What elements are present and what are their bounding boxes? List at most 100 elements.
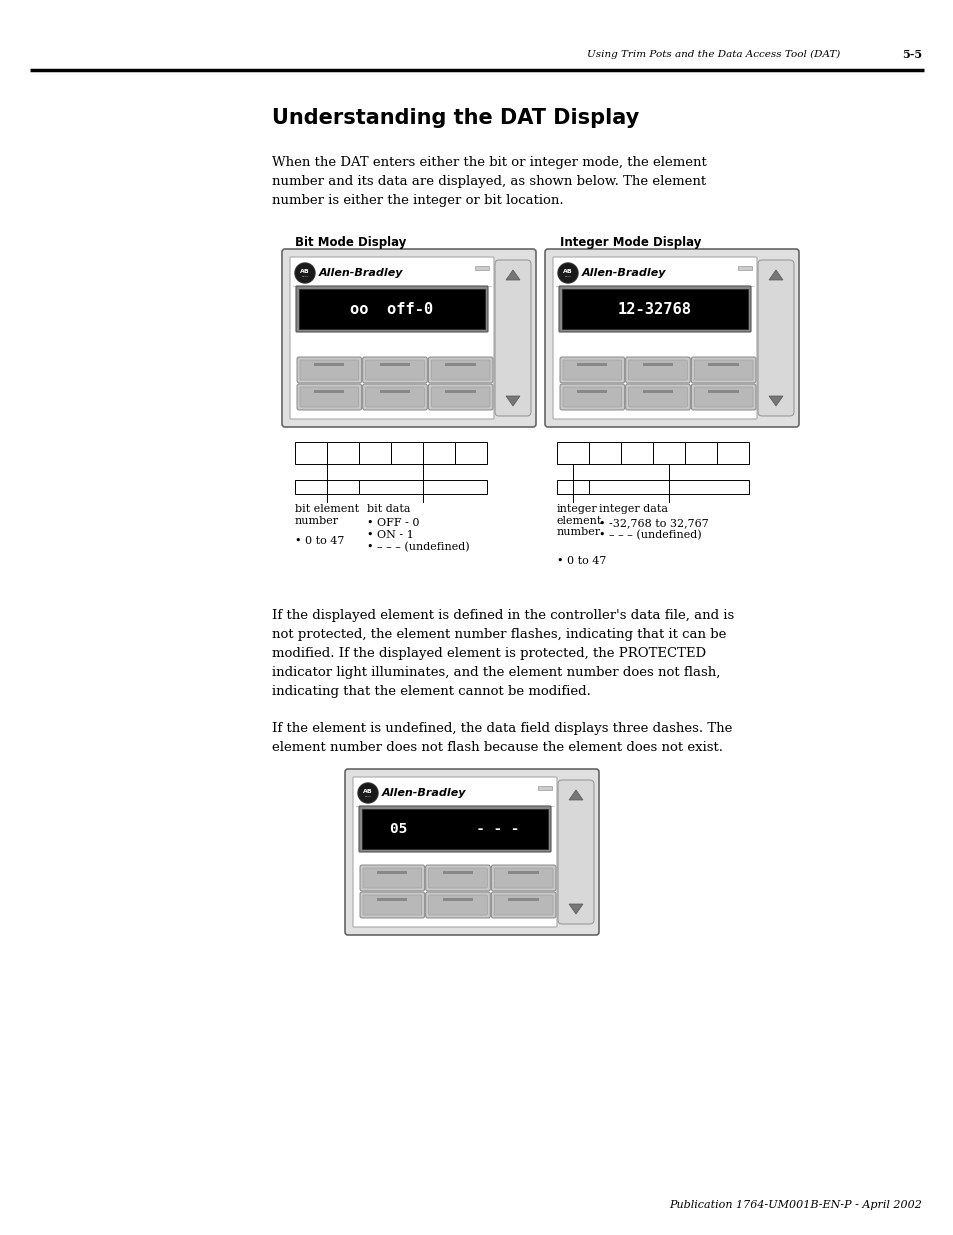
Text: number and its data are displayed, as shown below. The element: number and its data are displayed, as sh…: [272, 174, 705, 188]
FancyBboxPatch shape: [694, 387, 752, 408]
Bar: [642, 390, 673, 393]
Bar: [379, 390, 410, 393]
FancyBboxPatch shape: [431, 387, 490, 408]
FancyBboxPatch shape: [494, 868, 553, 888]
FancyBboxPatch shape: [694, 359, 752, 380]
Text: bit element
number: bit element number: [294, 504, 358, 526]
FancyBboxPatch shape: [559, 384, 624, 410]
FancyBboxPatch shape: [558, 287, 750, 332]
Text: element number does not flash because the element does not exist.: element number does not flash because th…: [272, 741, 722, 753]
Bar: [455, 442, 486, 464]
FancyBboxPatch shape: [558, 781, 594, 924]
Bar: [422, 442, 455, 464]
Bar: [577, 363, 607, 366]
FancyBboxPatch shape: [359, 892, 424, 918]
FancyBboxPatch shape: [282, 249, 536, 427]
Bar: [298, 289, 484, 329]
Bar: [314, 363, 344, 366]
Bar: [588, 480, 748, 494]
FancyBboxPatch shape: [553, 257, 757, 419]
Bar: [652, 442, 684, 464]
Text: AB: AB: [300, 269, 310, 274]
Text: indicator light illuminates, and the element number does not flash,: indicator light illuminates, and the ele…: [272, 666, 720, 678]
Circle shape: [558, 263, 578, 283]
Text: 05        - - -: 05 - - -: [390, 823, 519, 836]
Polygon shape: [505, 270, 519, 280]
Text: • – – – (undefined): • – – – (undefined): [598, 530, 700, 541]
FancyBboxPatch shape: [559, 357, 624, 383]
Bar: [508, 898, 538, 902]
FancyBboxPatch shape: [299, 387, 358, 408]
Text: ____: ____: [301, 273, 308, 278]
Bar: [557, 480, 588, 494]
FancyBboxPatch shape: [491, 892, 556, 918]
FancyBboxPatch shape: [625, 357, 690, 383]
FancyBboxPatch shape: [425, 892, 490, 918]
Bar: [294, 442, 327, 464]
Polygon shape: [505, 396, 519, 406]
FancyBboxPatch shape: [345, 769, 598, 935]
Text: 12-32768: 12-32768: [618, 301, 691, 316]
Circle shape: [294, 263, 314, 283]
Text: • -32,768 to 32,767: • -32,768 to 32,767: [598, 517, 708, 529]
Text: indicating that the element cannot be modified.: indicating that the element cannot be mo…: [272, 684, 590, 698]
FancyBboxPatch shape: [363, 868, 421, 888]
Text: integer data: integer data: [598, 504, 667, 514]
Bar: [642, 363, 673, 366]
Text: Allen-Bradley: Allen-Bradley: [581, 268, 666, 278]
Bar: [717, 442, 748, 464]
Bar: [445, 390, 476, 393]
Polygon shape: [568, 904, 582, 914]
Text: Bit Mode Display: Bit Mode Display: [294, 236, 406, 248]
Bar: [442, 871, 473, 874]
Bar: [361, 809, 547, 848]
FancyBboxPatch shape: [758, 261, 793, 416]
Bar: [445, 363, 476, 366]
FancyBboxPatch shape: [296, 357, 361, 383]
Text: If the displayed element is defined in the controller's data file, and is: If the displayed element is defined in t…: [272, 609, 734, 621]
FancyBboxPatch shape: [494, 895, 553, 915]
Text: 5-5: 5-5: [901, 48, 921, 59]
Text: number is either the integer or bit location.: number is either the integer or bit loca…: [272, 194, 563, 206]
Text: modified. If the displayed element is protected, the PROTECTED: modified. If the displayed element is pr…: [272, 646, 705, 659]
Bar: [508, 871, 538, 874]
Bar: [358, 442, 391, 464]
Text: If the element is undefined, the data field displays three dashes. The: If the element is undefined, the data fi…: [272, 721, 732, 735]
Bar: [561, 289, 747, 329]
FancyBboxPatch shape: [562, 359, 621, 380]
Text: • – – – (undefined): • – – – (undefined): [367, 542, 469, 552]
Text: AB: AB: [562, 269, 572, 274]
Circle shape: [357, 783, 377, 803]
FancyBboxPatch shape: [628, 359, 686, 380]
FancyBboxPatch shape: [358, 806, 551, 852]
Polygon shape: [768, 270, 782, 280]
Bar: [708, 390, 738, 393]
Text: Understanding the DAT Display: Understanding the DAT Display: [272, 107, 639, 128]
FancyBboxPatch shape: [362, 384, 427, 410]
Text: oo  off-0: oo off-0: [350, 301, 434, 316]
FancyBboxPatch shape: [428, 384, 493, 410]
FancyBboxPatch shape: [425, 864, 490, 890]
Text: Publication 1764-UM001B-EN-P - April 2002: Publication 1764-UM001B-EN-P - April 200…: [668, 1200, 921, 1210]
Text: integer
element
number: integer element number: [557, 504, 601, 537]
FancyBboxPatch shape: [495, 261, 531, 416]
FancyBboxPatch shape: [562, 387, 621, 408]
Text: ____: ____: [364, 794, 371, 798]
Bar: [738, 266, 751, 270]
Bar: [684, 442, 717, 464]
FancyBboxPatch shape: [359, 864, 424, 890]
Polygon shape: [568, 790, 582, 800]
Bar: [358, 480, 486, 494]
Text: not protected, the element number flashes, indicating that it can be: not protected, the element number flashe…: [272, 627, 725, 641]
FancyBboxPatch shape: [431, 359, 490, 380]
FancyBboxPatch shape: [363, 895, 421, 915]
Bar: [376, 898, 407, 902]
Text: • ON - 1: • ON - 1: [367, 530, 414, 540]
Bar: [294, 480, 358, 494]
Bar: [588, 442, 620, 464]
Text: Using Trim Pots and the Data Access Tool (DAT): Using Trim Pots and the Data Access Tool…: [586, 49, 840, 58]
Text: Allen-Bradley: Allen-Bradley: [318, 268, 403, 278]
Circle shape: [295, 264, 314, 282]
Text: • 0 to 47: • 0 to 47: [557, 556, 606, 566]
Bar: [577, 390, 607, 393]
